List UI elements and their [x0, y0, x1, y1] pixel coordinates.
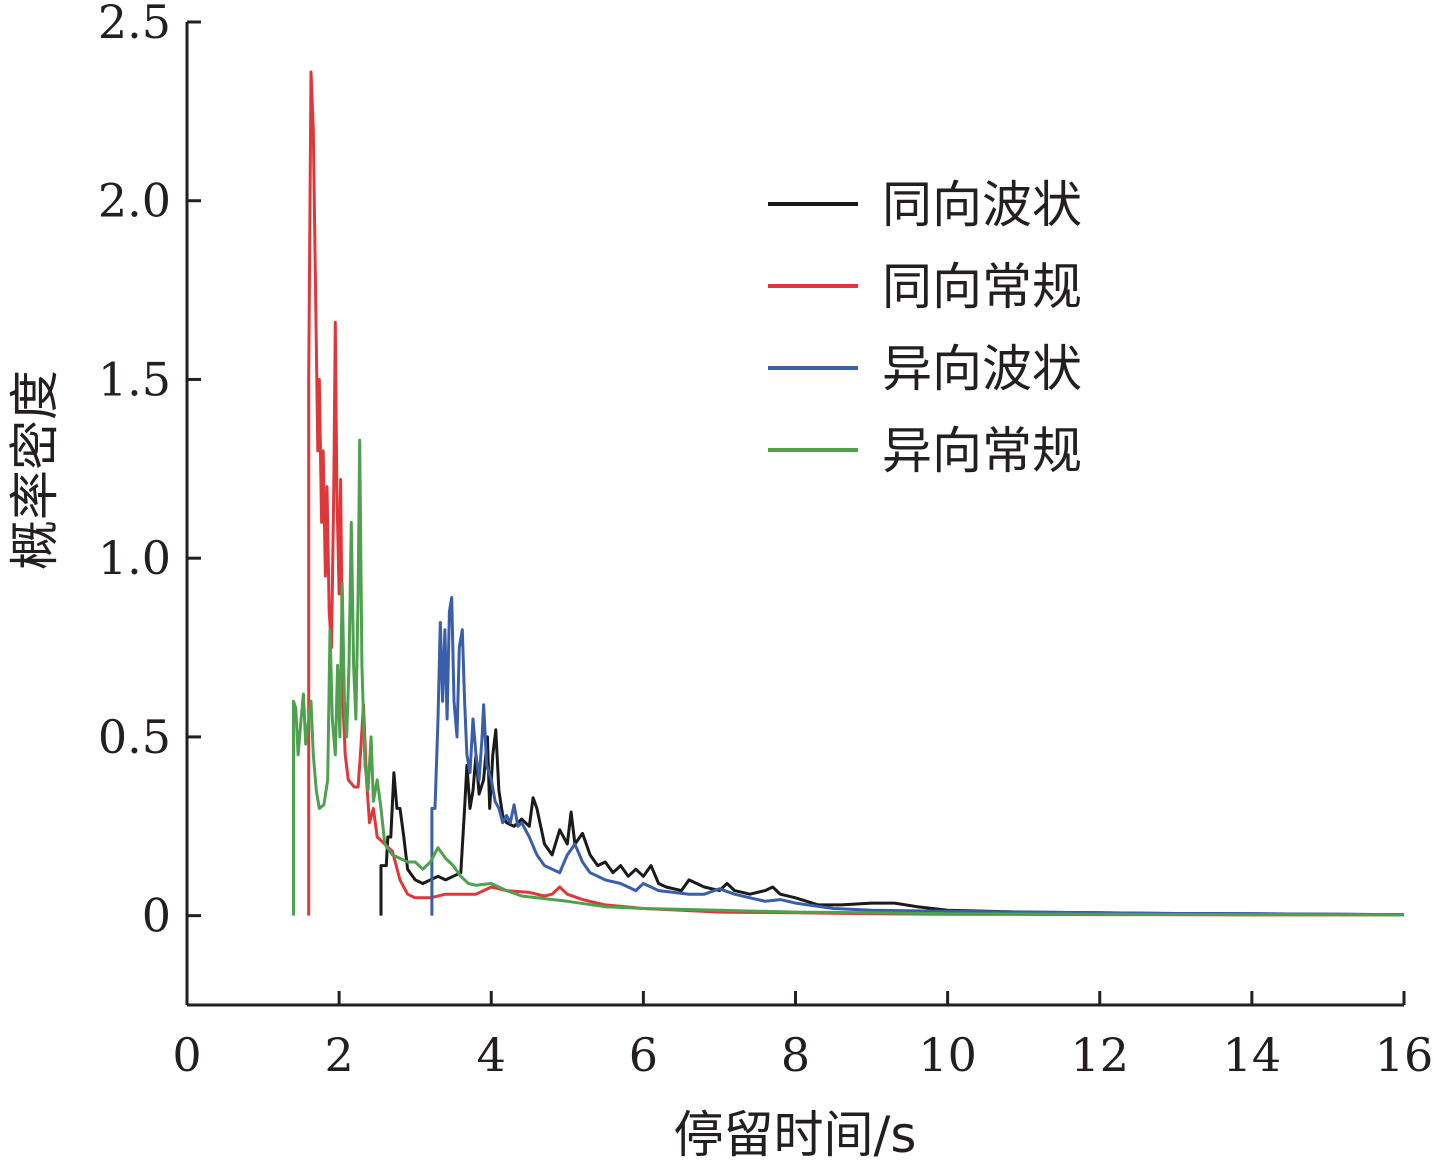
series-line-2: [307, 70, 1404, 917]
x-tick-label-5: 10: [918, 1028, 977, 1082]
series-layer: [292, 70, 1405, 917]
x-tick-label-2: 4: [477, 1028, 506, 1082]
y-tick-label-4: 2.0: [98, 174, 171, 228]
legend-label-2: 同向常规: [882, 258, 1082, 316]
y-tick-label-1: 0.5: [98, 710, 171, 764]
y-tick-label-3: 1.5: [98, 352, 171, 406]
x-axis-title: 停留时间/s: [674, 1106, 917, 1164]
y-axis-title: 概率密度: [6, 370, 64, 570]
axes-layer: [185, 22, 1404, 1007]
x-tick-label-3: 6: [629, 1028, 658, 1082]
x-tick-label-8: 16: [1375, 1028, 1434, 1082]
legend-label-4: 异向常规: [882, 422, 1082, 480]
x-tick-label-0: 0: [172, 1028, 201, 1082]
x-tick-label-1: 2: [324, 1028, 353, 1082]
x-tick-label-7: 14: [1223, 1028, 1282, 1082]
series-line-4: [292, 438, 1405, 917]
ticks-layer: 0 2 4 6 8 10 12 14 16 0 0.5 1.0 1.5 2.0 2.5: [98, 0, 1433, 1082]
series-line-1: [379, 728, 1405, 917]
legend-label-1: 同向波状: [882, 176, 1082, 234]
series-line-3: [430, 596, 1405, 917]
y-tick-label-5: 2.5: [98, 0, 171, 49]
x-tick-label-6: 12: [1070, 1028, 1129, 1082]
legend-label-3: 异向波状: [882, 340, 1082, 398]
y-tick-label-2: 1.0: [98, 531, 171, 585]
x-tick-label-4: 8: [781, 1028, 810, 1082]
y-tick-label-0: 0: [142, 889, 171, 943]
